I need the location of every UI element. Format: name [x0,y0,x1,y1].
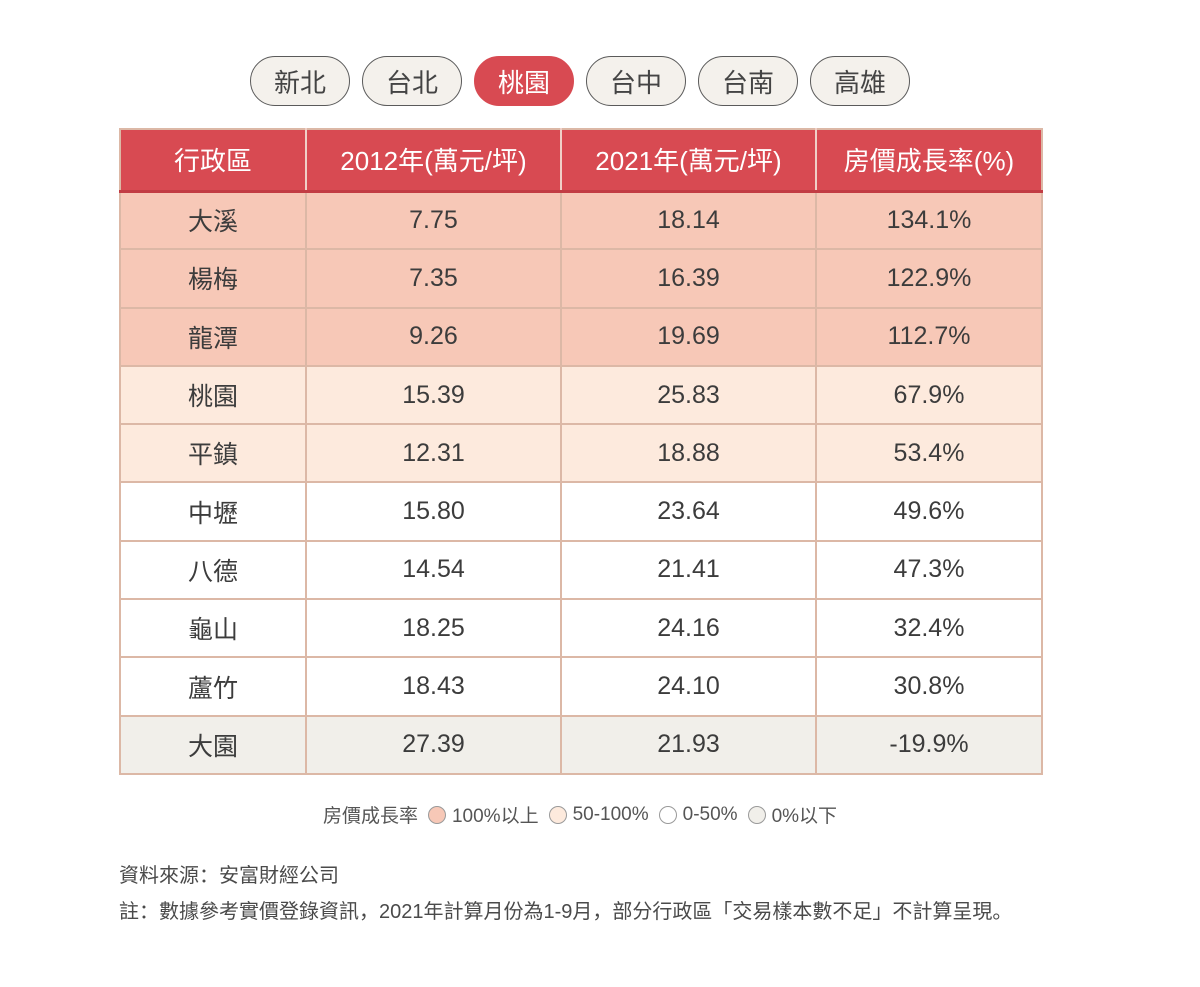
legend-label: 100%以上 [451,806,539,827]
legend-swatch-icon [548,805,567,824]
table-row: 龜山 18.25 24.16 32.4% [119,598,1043,659]
cell-p2012: 9.26 [305,306,562,367]
cell-district: 楊梅 [119,248,307,309]
table-row: 楊梅 7.35 16.39 122.9% [119,248,1043,309]
cell-p2021: 21.93 [560,714,817,775]
table-row: 龍潭 9.26 19.69 112.7% [119,306,1043,367]
header-price-2012: 2012年(萬元/坪) [305,129,561,193]
cell-p2021: 24.16 [560,598,817,659]
cell-p2012: 27.39 [305,714,562,775]
price-table: 行政區 2012年(萬元/坪) 2021年(萬元/坪) 房價成長率(%) 大溪 7… [119,128,1043,775]
table-row: 桃園 15.39 25.83 67.9% [119,364,1043,426]
cell-p2012: 15.39 [305,364,562,426]
cell-growth: 47.3% [815,539,1043,601]
legend-label: 50-100% [572,803,649,825]
table-row: 蘆竹 18.43 24.10 30.8% [119,656,1043,717]
cell-p2021: 23.64 [560,481,817,542]
cell-district: 大園 [119,714,307,775]
legend-swatch-icon [747,805,766,824]
cell-district: 八德 [119,539,307,601]
cell-p2021: 19.69 [560,306,817,367]
legend-label: 0%以下 [771,806,838,827]
footnote: 註：數據參考實價登錄資訊，2021年計算月份為1-9月，部分行政區「交易樣本數不… [119,901,1013,923]
cell-growth: 112.7% [815,306,1043,367]
cell-p2012: 7.75 [305,189,562,251]
legend-swatch-icon [658,805,677,824]
table-row: 大溪 7.75 18.14 134.1% [119,189,1043,251]
price-table-container: 行政區 2012年(萬元/坪) 2021年(萬元/坪) 房價成長率(%) 大溪 7… [119,128,1043,775]
tab-3[interactable]: 台中 [586,56,686,106]
legend-title: 房價成長率 [322,806,418,827]
header-district: 行政區 [120,129,306,193]
legend-item: 50-100% [548,801,649,828]
legend-label: 0-50% [682,803,738,825]
cell-p2012: 7.35 [305,248,562,309]
cell-p2012: 18.43 [305,656,562,717]
legend-item: 0%以下 [747,801,838,828]
cell-growth: 67.9% [815,364,1043,426]
cell-growth: 122.9% [815,248,1043,309]
cell-p2021: 18.14 [560,189,817,251]
cell-district: 中壢 [119,481,307,542]
header-growth-rate: 房價成長率(%) [815,129,1042,193]
city-tabs: 新北 台北 桃園 台中 台南 高雄 [250,56,910,106]
table-row: 八德 14.54 21.41 47.3% [119,539,1043,601]
cell-growth: -19.9% [815,714,1043,775]
cell-district: 桃園 [119,364,307,426]
cell-district: 蘆竹 [119,656,307,717]
cell-p2021: 24.10 [560,656,817,717]
tab-0[interactable]: 新北 [250,56,350,106]
cell-p2021: 16.39 [560,248,817,309]
table-row: 大園 27.39 21.93 -19.9% [119,714,1043,775]
cell-district: 龍潭 [119,306,307,367]
notes: 資料來源：安富財經公司 註：數據參考實價登錄資訊，2021年計算月份為1-9月，… [119,858,1049,930]
cell-district: 平鎮 [119,423,307,484]
cell-p2021: 21.41 [560,539,817,601]
tab-4[interactable]: 台南 [698,56,798,106]
cell-growth: 32.4% [815,598,1043,659]
table-header-row: 行政區 2012年(萬元/坪) 2021年(萬元/坪) 房價成長率(%) [120,129,1042,193]
legend: 房價成長率 100%以上 50-100% 0-50% 0%以下 [0,801,1160,828]
cell-p2012: 14.54 [305,539,562,601]
cell-growth: 49.6% [815,481,1043,542]
table-row: 中壢 15.80 23.64 49.6% [119,481,1043,542]
cell-p2012: 18.25 [305,598,562,659]
legend-item: 100%以上 [427,801,539,828]
cell-p2012: 12.31 [305,423,562,484]
cell-p2012: 15.80 [305,481,562,542]
cell-p2021: 18.88 [560,423,817,484]
cell-growth: 53.4% [815,423,1043,484]
cell-p2021: 25.83 [560,364,817,426]
header-price-2021: 2021年(萬元/坪) [560,129,816,193]
cell-growth: 134.1% [815,189,1043,251]
table-row: 平鎮 12.31 18.88 53.4% [119,423,1043,484]
cell-district: 大溪 [119,189,307,251]
tab-5[interactable]: 高雄 [810,56,910,106]
cell-growth: 30.8% [815,656,1043,717]
legend-swatch-icon [427,805,446,824]
tab-1[interactable]: 台北 [362,56,462,106]
data-source: 資料來源：安富財經公司 [119,865,339,887]
tab-2[interactable]: 桃園 [474,56,574,106]
legend-item: 0-50% [658,801,738,828]
cell-district: 龜山 [119,598,307,659]
